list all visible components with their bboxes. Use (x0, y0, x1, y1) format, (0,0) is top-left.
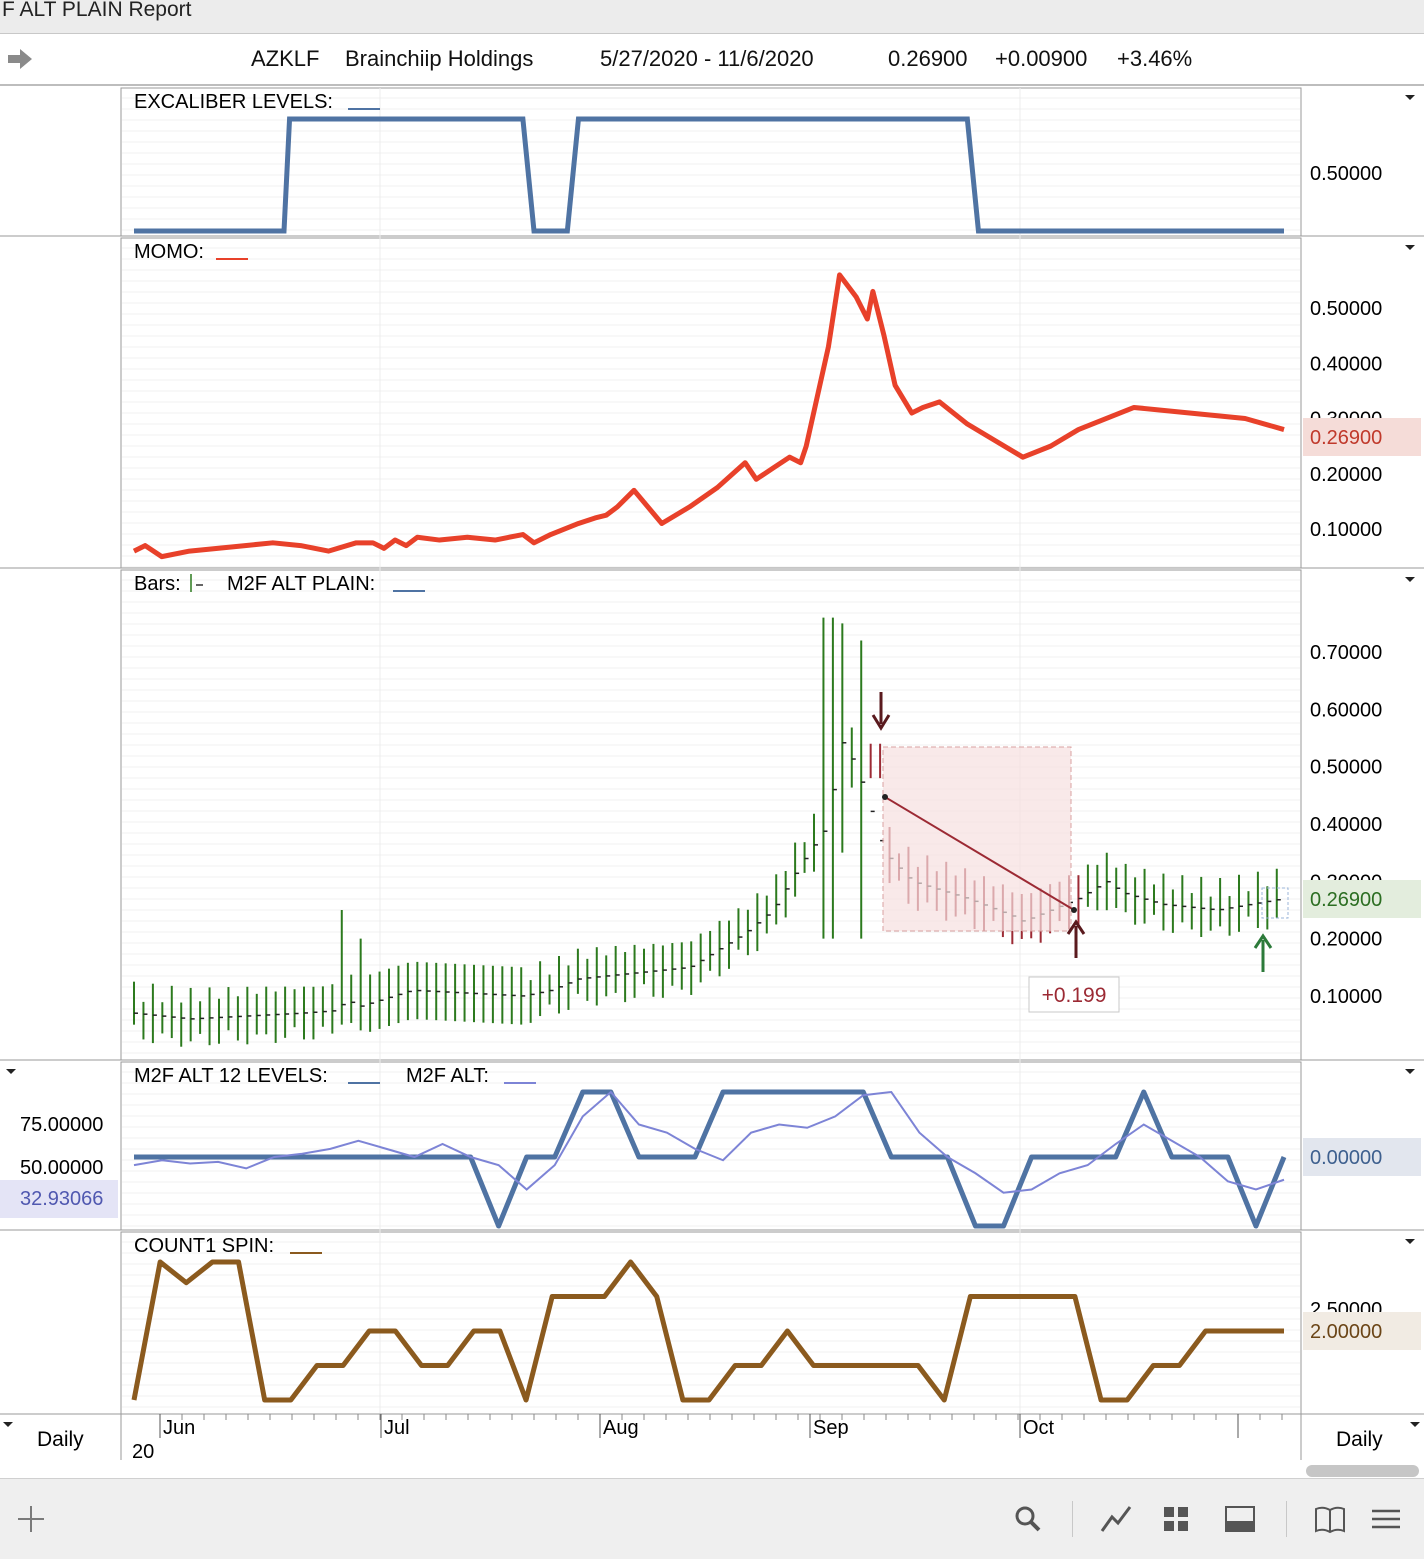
bottom-toolbar (0, 1478, 1424, 1559)
trade-zone (882, 746, 1072, 932)
m2f-badge-text: 0.00000 (1310, 1147, 1382, 1169)
count-menu-icon[interactable] (1405, 1239, 1415, 1244)
bars-tick: 0.50000 (1310, 757, 1382, 779)
momo-badge (1303, 418, 1421, 456)
bars-tick: 0.10000 (1310, 986, 1382, 1008)
menu-icon[interactable] (1368, 1501, 1404, 1537)
chart-area[interactable]: EXCALIBER LEVELS: MOMO: Bars: M2F ALT PL… (0, 84, 1424, 1478)
momo-tick: 0.40000 (1310, 353, 1382, 375)
company-name: Brainchiip Holdings (345, 46, 534, 71)
window-titlebar: F ALT PLAIN Report (0, 0, 1424, 34)
month-label: Sep (813, 1417, 849, 1439)
bars-tick: 0.40000 (1310, 814, 1382, 836)
month-label: Jun (163, 1417, 195, 1439)
m2f-left-tick-50: 50.00000 (20, 1157, 103, 1179)
excaliber-label: EXCALIBER LEVELS: (134, 91, 333, 113)
momo-tick: 0.20000 (1310, 464, 1382, 486)
horizontal-scrollbar[interactable] (1306, 1465, 1419, 1477)
momo-menu-icon[interactable] (1405, 245, 1415, 250)
month-label: Jul (384, 1417, 410, 1439)
arrow-right-icon[interactable] (6, 48, 34, 70)
momo-line (132, 272, 1285, 560)
date-range: 5/27/2020 - 11/6/2020 (600, 46, 814, 71)
add-icon[interactable] (14, 1501, 48, 1537)
gain-annotation (1028, 976, 1120, 1013)
left-period-menu-icon[interactable] (3, 1422, 13, 1427)
count-line (131, 1259, 1284, 1403)
m2f-left-menu-icon[interactable] (6, 1069, 16, 1074)
month-label: Aug (603, 1417, 639, 1439)
m2f-levels-label: M2F ALT 12 LEVELS: (134, 1065, 328, 1087)
excaliber-tick: 0.50000 (1310, 163, 1382, 185)
m2f-levels-line (134, 1089, 1287, 1229)
excaliber-line (134, 116, 1284, 234)
trade-trendline (884, 796, 1075, 911)
m2f-left-badge-text: 32.93066 (20, 1188, 103, 1210)
panel-frame (120, 237, 1302, 569)
bars-tick: 0.70000 (1310, 642, 1382, 664)
momo-badge-text: 0.26900 (1310, 427, 1382, 449)
right-period-menu-icon[interactable] (1410, 1422, 1420, 1427)
search-icon[interactable] (1010, 1501, 1046, 1537)
m2f-plain-label: M2F ALT PLAIN: (227, 573, 375, 595)
bars-badge (1303, 880, 1421, 918)
momo-tick: 0.50000 (1310, 298, 1382, 320)
count-badge (1303, 1312, 1421, 1350)
bars-menu-icon[interactable] (1405, 577, 1415, 582)
grid-layout-icon[interactable] (1158, 1501, 1194, 1537)
price-change: +0.00900 (995, 46, 1088, 71)
panel-layout-icon[interactable] (1222, 1501, 1258, 1537)
buy-arrow-icon (1066, 919, 1086, 958)
left-period-label[interactable]: Daily (37, 1428, 84, 1451)
bars-badge-text: 0.26900 (1310, 889, 1382, 911)
book-icon[interactable] (1312, 1501, 1348, 1537)
year-label: 20 (132, 1441, 154, 1463)
m2f-badge (1303, 1138, 1421, 1176)
draw-line-icon[interactable] (1098, 1501, 1134, 1537)
bars-tick: 0.60000 (1310, 699, 1382, 721)
sell-arrow-icon (871, 692, 891, 731)
m2f-left-tick-75: 75.00000 (20, 1114, 103, 1136)
right-period-label[interactable]: Daily (1336, 1428, 1383, 1451)
panel-frame (120, 1061, 1302, 1231)
count-badge-text: 2.00000 (1310, 1321, 1382, 1343)
excaliber-menu-icon[interactable] (1405, 95, 1415, 100)
price-change-pct: +3.46% (1117, 46, 1193, 71)
window-title: F ALT PLAIN Report (2, 0, 192, 21)
momo-tick: 0.10000 (1310, 519, 1382, 541)
m2f-alt-line (133, 1090, 1285, 1194)
gain-annotation-text: +0.199 (1042, 984, 1107, 1007)
symbol-info-bar: AZKLF Brainchiip Holdings 5/27/2020 - 11… (0, 34, 1424, 86)
long-arrow-icon (1253, 933, 1273, 972)
momo-label: MOMO: (134, 241, 204, 263)
symbol: AZKLF (251, 46, 320, 71)
bars-label: Bars: (134, 573, 181, 595)
last-price: 0.26900 (888, 46, 968, 71)
month-label: Oct (1023, 1417, 1055, 1439)
m2f-alt-label: M2F ALT: (406, 1065, 489, 1087)
bars-tick: 0.20000 (1310, 929, 1382, 951)
m2f-left-badge (0, 1180, 118, 1218)
m2f-menu-icon[interactable] (1405, 1069, 1415, 1074)
count-label: COUNT1 SPIN: (134, 1235, 274, 1257)
